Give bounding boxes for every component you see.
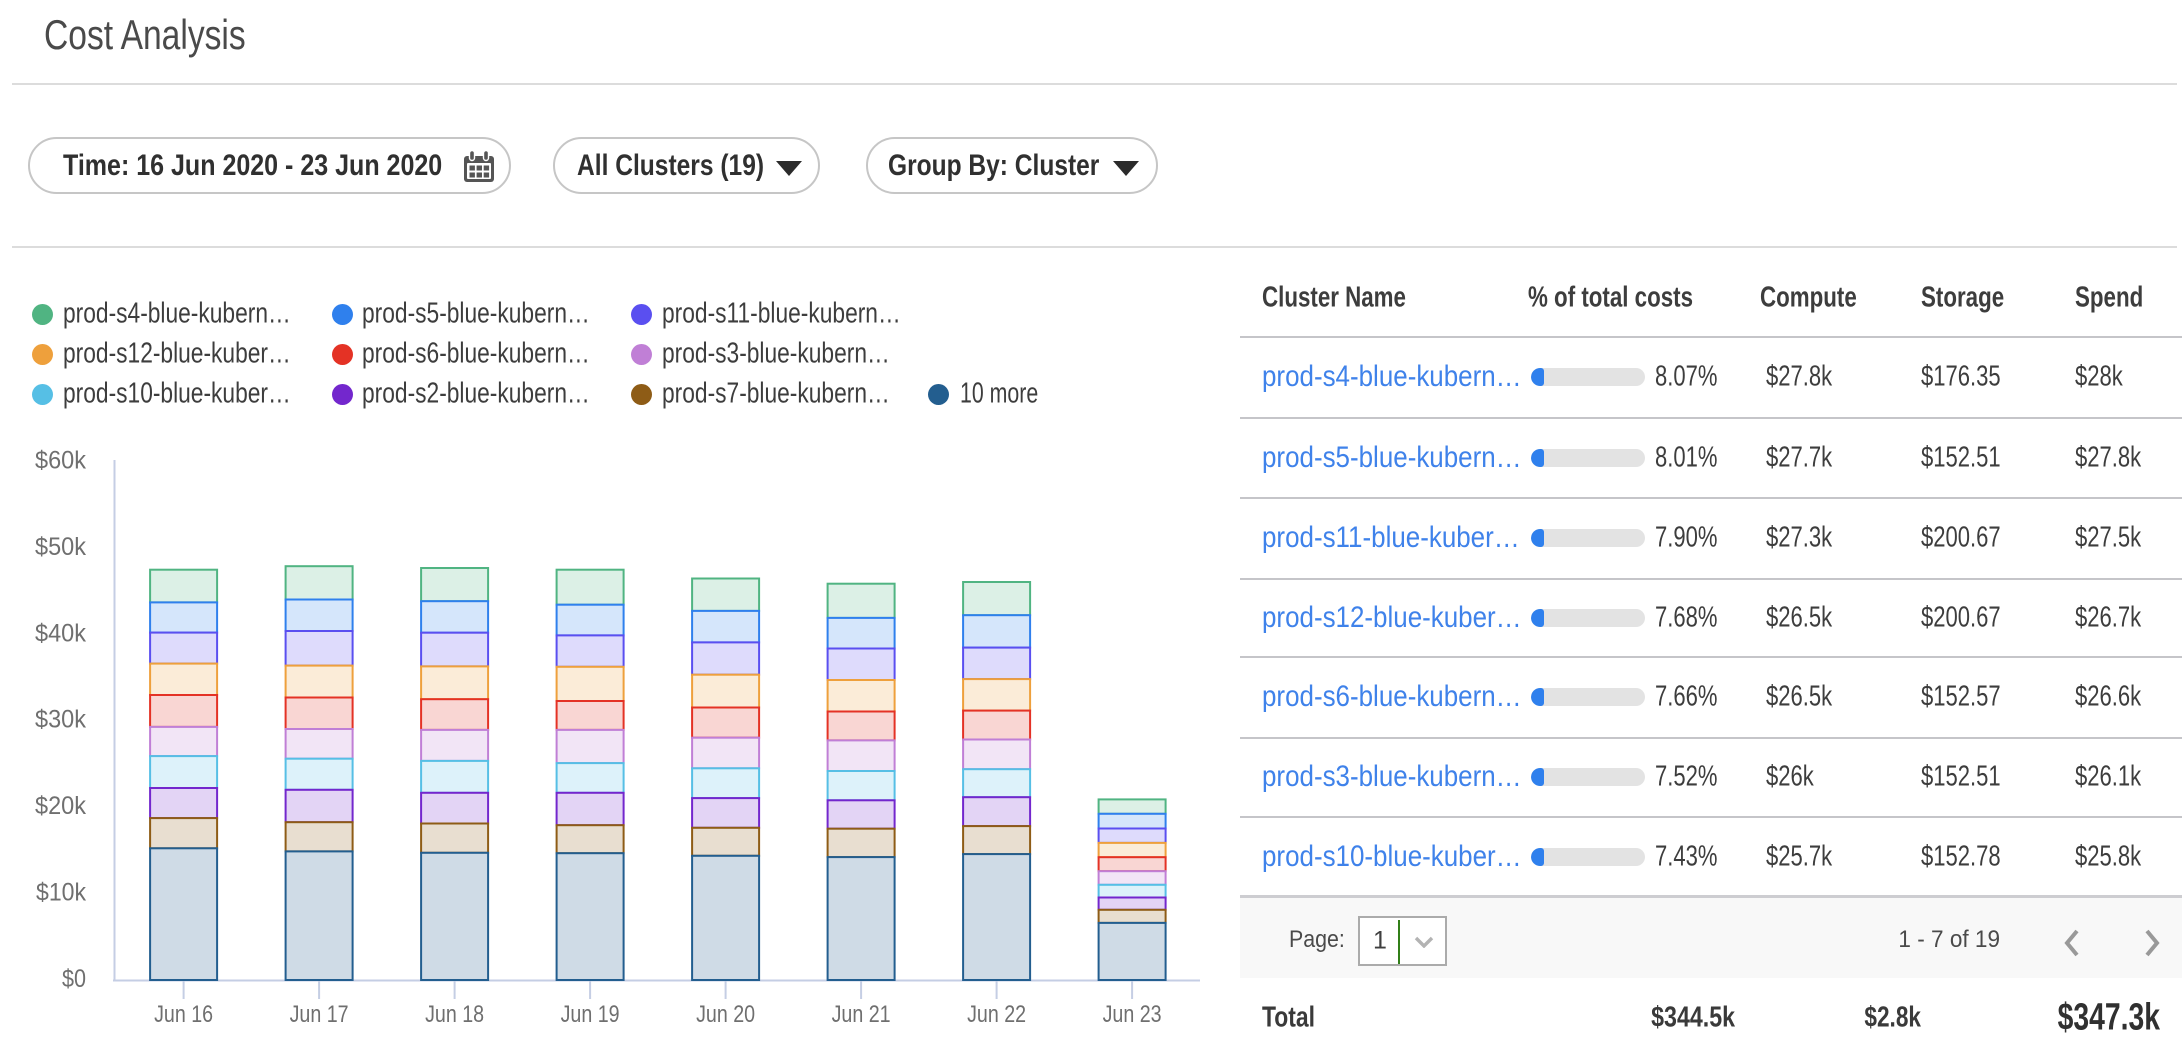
svg-text:Jun 23: Jun 23 [1103, 1001, 1162, 1028]
svg-text:$30k: $30k [35, 706, 86, 734]
svg-text:Jun 19: Jun 19 [561, 1001, 620, 1028]
svg-text:$40k: $40k [35, 619, 86, 647]
svg-text:$10k: $10k [36, 879, 86, 907]
svg-text:Jun 21: Jun 21 [832, 1001, 891, 1028]
svg-text:$0: $0 [62, 965, 86, 993]
svg-text:Jun 16: Jun 16 [154, 1001, 213, 1028]
svg-text:Jun 22: Jun 22 [967, 1001, 1026, 1028]
svg-text:$20k: $20k [35, 792, 86, 820]
svg-text:Jun 18: Jun 18 [425, 1001, 484, 1028]
svg-text:$60k: $60k [35, 447, 86, 475]
svg-text:$50k: $50k [35, 533, 86, 561]
svg-text:Jun 17: Jun 17 [290, 1001, 349, 1028]
svg-text:Jun 20: Jun 20 [696, 1001, 755, 1028]
